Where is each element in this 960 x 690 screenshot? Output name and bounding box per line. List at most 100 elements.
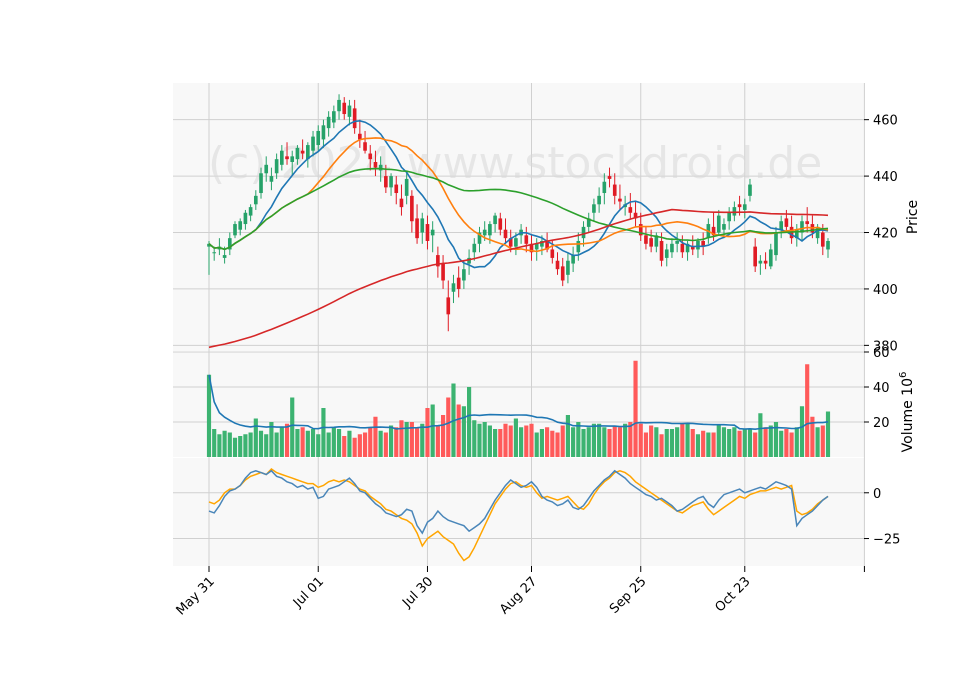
- volume-bar: [581, 429, 586, 457]
- candle-body: [555, 260, 560, 270]
- oscillator-signal-line: [208, 468, 829, 562]
- candle-body: [462, 269, 466, 281]
- ma-20-line: [208, 137, 829, 253]
- candle-body: [456, 277, 461, 289]
- volume-bar: [388, 425, 394, 457]
- candle-body: [425, 224, 430, 241]
- volume-bar: [763, 427, 768, 457]
- volume-bar: [815, 427, 820, 457]
- volume-bar: [607, 429, 612, 457]
- candle-body: [269, 176, 274, 182]
- candle-body: [280, 150, 284, 165]
- volume-bar: [576, 422, 581, 457]
- candle-body: [722, 224, 726, 230]
- volume-bar: [716, 425, 721, 457]
- volume-bar: [753, 432, 758, 457]
- candle-body: [248, 207, 253, 216]
- candle-body: [274, 159, 279, 174]
- volume-bar: [513, 418, 518, 457]
- volume-bar: [602, 427, 607, 457]
- volume-bar: [258, 430, 264, 457]
- candle-body: [820, 232, 825, 247]
- volume-bar: [805, 364, 810, 457]
- candle-body: [701, 240, 705, 247]
- candle-body: [534, 243, 539, 250]
- volume-bar: [794, 427, 799, 457]
- candle-body: [711, 226, 716, 236]
- oscillator-panel: [173, 458, 864, 566]
- candle-body: [727, 212, 731, 222]
- volume-bar: [404, 422, 409, 457]
- candle-body: [404, 178, 409, 196]
- watermark: (c) 2024 www.stockdroid.de: [208, 138, 822, 189]
- candle-body: [524, 235, 529, 244]
- volume-bar: [675, 427, 680, 457]
- candle-body: [337, 99, 341, 112]
- candle-body: [763, 260, 768, 264]
- candle-body: [472, 243, 477, 253]
- volume-bar: [222, 430, 227, 457]
- candle-body: [716, 215, 721, 233]
- volume-bar: [633, 360, 638, 457]
- volume-bar: [555, 432, 560, 457]
- oscillator-tick-label: 0: [873, 487, 881, 502]
- candle-body: [378, 164, 383, 171]
- candle-body: [784, 218, 789, 227]
- volume-bar: [638, 423, 643, 457]
- candle-body: [675, 240, 679, 244]
- candle-body: [753, 246, 757, 267]
- candle-body: [326, 116, 331, 129]
- candle-body: [612, 184, 617, 196]
- candle-body: [373, 161, 378, 168]
- volume-bar: [295, 429, 300, 457]
- volume-bar: [217, 434, 222, 457]
- candle-body: [290, 156, 295, 162]
- volume-bar: [482, 422, 487, 457]
- volume-bar: [248, 432, 253, 457]
- volume-tick-label: 20: [873, 416, 890, 431]
- candle-body: [638, 224, 643, 236]
- volume-bar: [326, 432, 331, 457]
- candle-body: [633, 212, 638, 219]
- volume-bar: [503, 423, 508, 457]
- candle-body: [618, 198, 622, 202]
- volume-bar: [628, 422, 633, 457]
- volume-ma-line: [208, 374, 829, 431]
- candle-body: [685, 243, 690, 253]
- volume-bar: [456, 404, 461, 457]
- x-tick-label: Jul 30: [399, 574, 436, 611]
- volume-bar: [420, 423, 425, 457]
- oscillator-lines: [208, 468, 829, 562]
- volume-axis-exponent: 6: [898, 372, 909, 378]
- volume-bar: [493, 429, 498, 457]
- candle-body: [774, 232, 778, 256]
- x-tick-label: Sep 25: [607, 574, 650, 617]
- volume-bar: [825, 411, 831, 457]
- volume-bar: [440, 415, 446, 457]
- x-tick-label: Aug 27: [497, 574, 540, 617]
- candle-body: [342, 102, 347, 115]
- volume-tick-label: 60: [873, 346, 890, 361]
- candle-body: [363, 142, 367, 151]
- volume-bar: [274, 432, 279, 457]
- price-axis-title: Price: [905, 200, 921, 234]
- volume-bar: [316, 434, 321, 457]
- candle-body: [805, 221, 810, 225]
- volume-bar: [472, 420, 477, 457]
- price-tick-label: 400: [873, 283, 898, 298]
- volume-bar: [597, 423, 602, 457]
- candle-body: [529, 243, 534, 253]
- candle-body: [238, 221, 243, 230]
- candle-body: [222, 255, 227, 258]
- candle-body: [389, 176, 393, 188]
- volume-bar: [810, 416, 815, 457]
- volume-bar: [706, 432, 711, 457]
- volume-bar: [300, 427, 305, 457]
- volume-bars: [206, 360, 831, 457]
- candle-body: [321, 125, 326, 140]
- volume-bar: [336, 429, 342, 457]
- volume-bar: [461, 406, 466, 457]
- candle-body: [540, 240, 544, 247]
- volume-bar: [617, 427, 623, 457]
